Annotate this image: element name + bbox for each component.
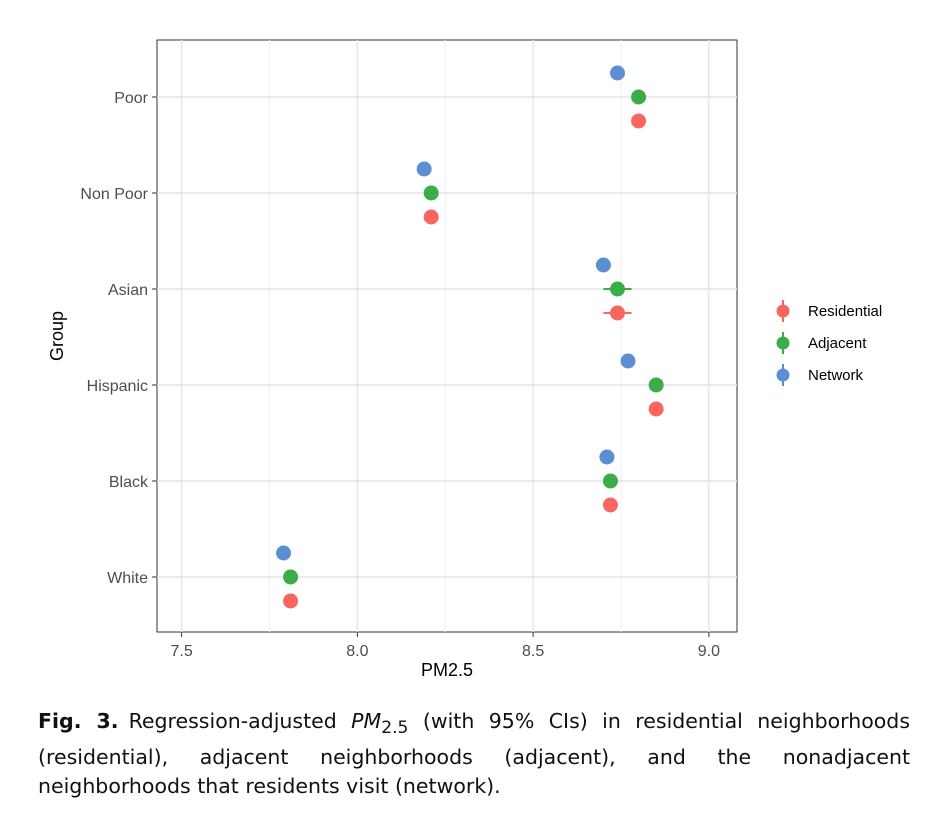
y-tick-label: Non Poor <box>80 186 148 203</box>
network-point <box>416 161 432 177</box>
legend-label-network: Network <box>808 367 864 384</box>
adjacent-point <box>609 281 625 297</box>
residential-point <box>631 113 647 129</box>
residential-point <box>423 209 439 225</box>
data-points <box>276 65 664 609</box>
y-axis-title: Group <box>47 311 67 361</box>
chart: Poor Non Poor Asian Hispanic Black White 7.5 8… <box>47 39 882 680</box>
grid <box>157 40 737 632</box>
residential-point <box>283 593 299 609</box>
residential-point <box>602 497 618 513</box>
pm-subscript: 2.5 <box>381 718 409 739</box>
adjacent-point <box>631 89 647 105</box>
y-tick-label: Hispanic <box>87 378 148 395</box>
legend-label-adjacent: Adjacent <box>808 335 867 352</box>
figure-caption: Fig. 3. Regression-adjusted PM2.5 (with 9… <box>38 707 910 801</box>
caption-text: (with 95% CIs) in residential neighborho… <box>38 709 910 799</box>
adjacent-point <box>423 185 439 201</box>
legend-symbol-residential <box>776 304 790 318</box>
network-point <box>595 257 611 273</box>
network-point <box>609 65 625 81</box>
y-tick-label: White <box>107 570 148 587</box>
residential-point <box>609 305 625 321</box>
figure-label: Fig. 3. <box>38 709 119 733</box>
legend-label-residential: Residential <box>808 303 882 320</box>
legend: Residential Adjacent Network <box>776 300 882 386</box>
adjacent-point <box>602 473 618 489</box>
x-tick-label: 7.5 <box>170 643 192 660</box>
legend-symbol-adjacent <box>776 336 790 350</box>
adjacent-point <box>283 569 299 585</box>
residential-point <box>648 401 664 417</box>
legend-symbol-network <box>776 368 790 382</box>
network-point <box>620 353 636 369</box>
adjacent-point <box>648 377 664 393</box>
network-point <box>599 449 615 465</box>
x-tick-label: 8.0 <box>346 643 368 660</box>
plot-panel <box>156 39 738 633</box>
x-axis-title: PM2.5 <box>421 660 473 680</box>
x-tick-label: 8.5 <box>522 643 544 660</box>
y-tick-label: Black <box>109 474 149 491</box>
network-point <box>276 545 292 561</box>
x-tick-label: 9.0 <box>698 643 720 660</box>
y-tick-label: Poor <box>114 90 148 107</box>
y-axis: Poor Non Poor Asian Hispanic Black White <box>80 90 157 587</box>
caption-prefix: Regression-adjusted <box>128 709 352 733</box>
y-tick-label: Asian <box>108 282 148 299</box>
pm-symbol: PM <box>351 709 382 733</box>
x-axis: 7.5 8.0 8.5 9.0 <box>170 632 720 660</box>
